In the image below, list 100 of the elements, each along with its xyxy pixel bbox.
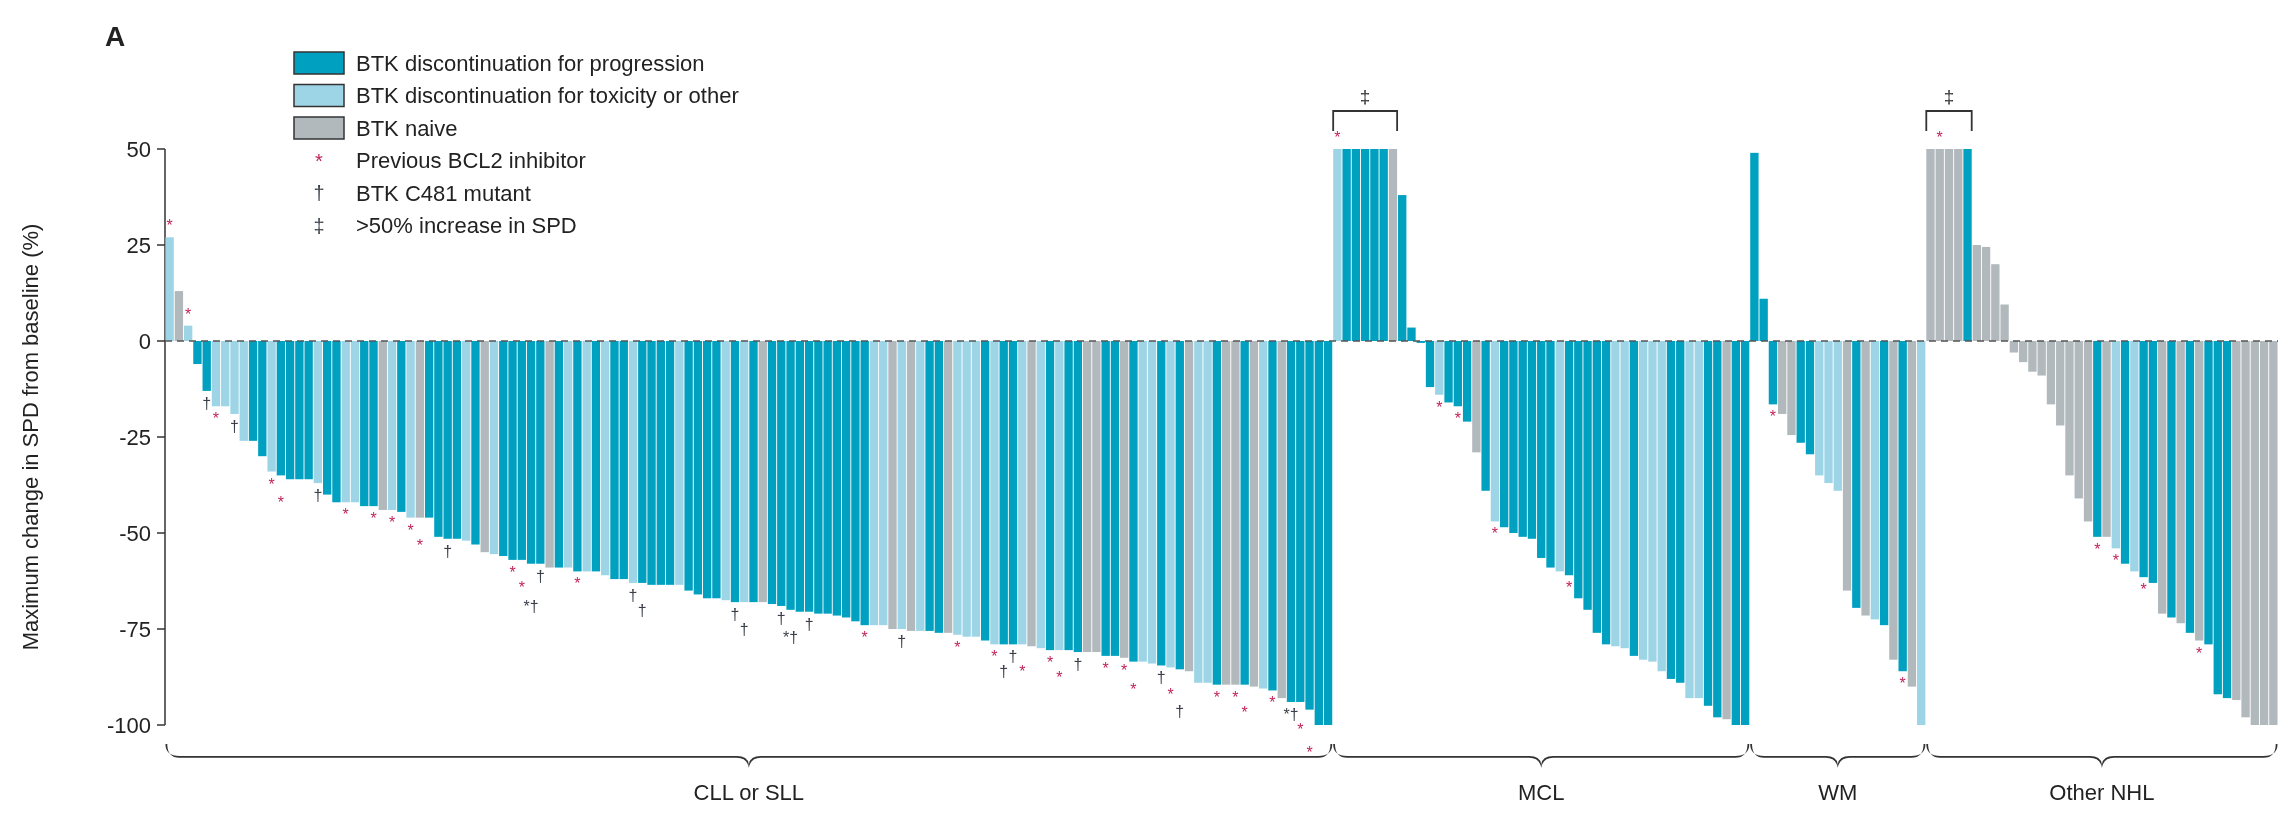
bar bbox=[2157, 341, 2167, 614]
data-label: * bbox=[268, 475, 275, 493]
bar bbox=[2185, 341, 2195, 633]
data-label: * bbox=[1454, 410, 1461, 428]
bar bbox=[1027, 341, 1036, 647]
bar bbox=[1768, 341, 1778, 405]
bar bbox=[174, 291, 184, 341]
data-label: * bbox=[166, 217, 173, 235]
y-tick-label: -100 bbox=[106, 712, 151, 738]
bar bbox=[1481, 341, 1490, 491]
bar bbox=[758, 341, 767, 603]
bar bbox=[721, 341, 730, 601]
data-label: † bbox=[1008, 648, 1018, 666]
data-label: † bbox=[1073, 656, 1083, 674]
bar bbox=[165, 237, 174, 341]
bar bbox=[888, 341, 897, 629]
data-label: * bbox=[2140, 581, 2147, 599]
bar bbox=[1259, 341, 1268, 689]
bar bbox=[2093, 341, 2102, 537]
bar bbox=[916, 341, 925, 631]
data-label: * bbox=[1056, 669, 1063, 687]
bar bbox=[2102, 341, 2111, 537]
bar bbox=[981, 341, 990, 641]
bar bbox=[1388, 149, 1398, 341]
bar bbox=[378, 341, 387, 510]
data-label: * bbox=[2112, 552, 2119, 570]
data-label: * bbox=[861, 629, 868, 647]
data-label: * bbox=[1769, 408, 1777, 426]
legend-label: BTK discontinuation for progression bbox=[356, 50, 705, 76]
data-label: † bbox=[739, 621, 749, 639]
text: ‡ >50% increase in SPD bbox=[313, 213, 577, 239]
data-label: † bbox=[535, 567, 545, 585]
legend-label: BTK discontinuation for toxicity or other bbox=[356, 83, 739, 109]
data-label: † bbox=[1156, 669, 1166, 687]
data-label: † bbox=[637, 601, 647, 619]
data-label: * bbox=[1121, 661, 1128, 679]
bar bbox=[2111, 341, 2120, 549]
y-tick-label: 0 bbox=[138, 328, 151, 354]
text: † BTK C481 mutant bbox=[313, 180, 531, 206]
data-label: * bbox=[1491, 525, 1499, 543]
bar bbox=[1120, 341, 1129, 658]
data-label: * bbox=[1102, 659, 1109, 677]
bar bbox=[675, 341, 684, 585]
bar bbox=[749, 341, 758, 603]
bar bbox=[740, 341, 749, 603]
data-label: † bbox=[313, 487, 323, 505]
bar bbox=[2120, 341, 2130, 564]
bar bbox=[489, 341, 499, 555]
bar bbox=[554, 341, 564, 568]
bar bbox=[990, 341, 999, 645]
bar bbox=[471, 341, 480, 545]
bar bbox=[601, 341, 610, 576]
data-label: *† bbox=[783, 628, 799, 646]
bar bbox=[2195, 341, 2204, 641]
y-tick-label: 50 bbox=[126, 136, 151, 162]
bar bbox=[943, 341, 953, 633]
data-label: * bbox=[388, 513, 396, 531]
bar bbox=[184, 325, 193, 341]
bar bbox=[1917, 341, 1926, 725]
bar bbox=[1963, 149, 1972, 341]
chart-title: A bbox=[105, 21, 126, 52]
data-label: * bbox=[991, 648, 998, 666]
data-label: * bbox=[370, 510, 377, 528]
data-label: * bbox=[416, 536, 423, 554]
y-tick-label: 25 bbox=[126, 232, 151, 258]
data-label: * bbox=[1232, 688, 1239, 706]
bar bbox=[1277, 341, 1286, 699]
bar bbox=[628, 341, 638, 583]
bar bbox=[1333, 149, 1342, 341]
bar bbox=[1045, 341, 1055, 651]
data-label: * bbox=[1899, 675, 1906, 693]
data-label: * bbox=[2094, 540, 2101, 558]
data-label: † bbox=[804, 615, 814, 633]
bar bbox=[1268, 341, 1277, 691]
data-label: * bbox=[342, 506, 349, 524]
data-label: * bbox=[1565, 579, 1573, 597]
y-tick-label: -25 bbox=[119, 424, 151, 450]
data-label: * bbox=[1046, 654, 1054, 672]
data-label: * bbox=[954, 638, 961, 656]
data-label: * bbox=[277, 494, 284, 512]
bar bbox=[1861, 341, 1870, 616]
data-label: * bbox=[1269, 694, 1276, 712]
data-label: † bbox=[1175, 703, 1185, 721]
data-label: * bbox=[1167, 686, 1174, 704]
bar bbox=[1870, 341, 1880, 620]
bar bbox=[387, 341, 397, 510]
text: CLL or SLL bbox=[693, 780, 805, 805]
data-label: * bbox=[1019, 663, 1026, 681]
data-label: † bbox=[730, 606, 740, 624]
bar bbox=[2167, 341, 2176, 618]
text: Other NHL bbox=[2049, 780, 2155, 805]
data-label: * bbox=[1241, 703, 1248, 721]
legend-label: BTK naive bbox=[356, 115, 458, 141]
bar bbox=[1166, 341, 1175, 668]
text: WM bbox=[1818, 780, 1858, 805]
bar bbox=[397, 341, 406, 512]
data-label: † bbox=[202, 394, 212, 412]
bar bbox=[1018, 341, 1027, 645]
bar bbox=[1898, 341, 1907, 672]
bar bbox=[462, 341, 471, 541]
